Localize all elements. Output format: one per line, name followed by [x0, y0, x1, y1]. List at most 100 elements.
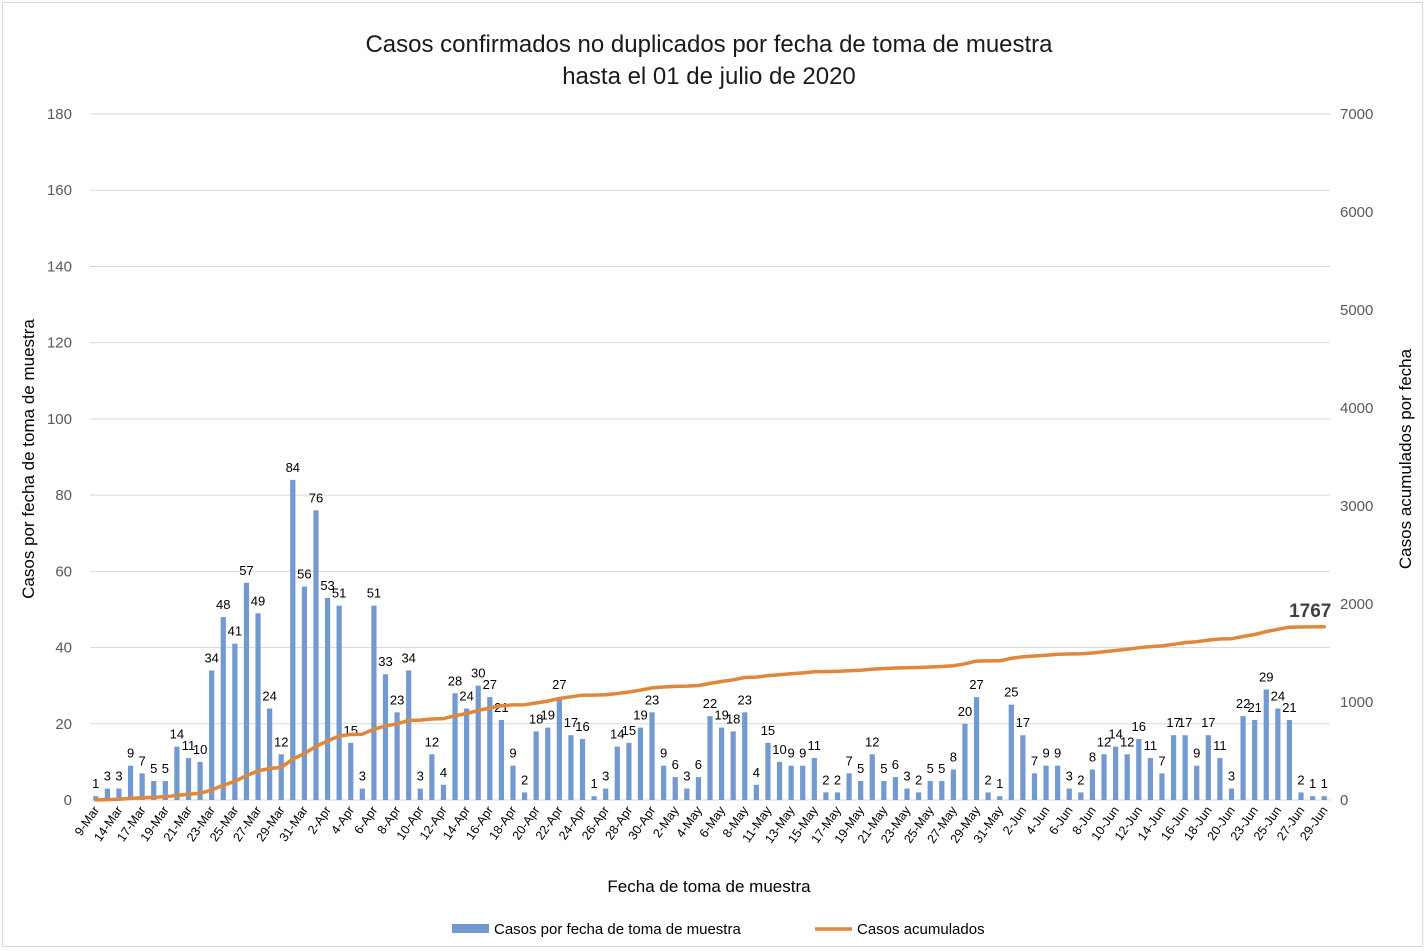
bar-value-label: 19 [714, 708, 728, 723]
y-tick-label: 180 [47, 106, 72, 123]
x-axis-label: Fecha de toma de muestra [607, 877, 811, 896]
bar [174, 746, 180, 800]
bar [243, 582, 250, 800]
bar-value-label: 5 [927, 761, 934, 776]
bar-value-label: 7 [139, 753, 146, 768]
bar [348, 742, 354, 800]
bar-value-label: 9 [660, 746, 667, 761]
bar-value-label: 41 [228, 624, 242, 639]
bar-value-label: 12 [865, 734, 879, 749]
bar-value-label: 2 [1077, 772, 1084, 787]
bar-value-label: 10 [772, 742, 786, 757]
bar [626, 742, 632, 800]
bar [892, 777, 899, 800]
bar-value-label: 57 [239, 563, 253, 578]
y-tick-label: 100 [47, 411, 72, 428]
bar-value-label: 11 [1144, 738, 1158, 753]
bar [776, 761, 783, 800]
bar-value-label: 53 [320, 578, 334, 593]
legend-bar-label: Casos por fecha de toma de muestra [494, 921, 741, 938]
bar [440, 784, 447, 800]
bar [1136, 739, 1142, 800]
bar [93, 796, 99, 800]
bar-value-label: 16 [575, 719, 589, 734]
bar-value-label: 1 [92, 776, 99, 791]
bar-value-label: 6 [892, 757, 899, 772]
bar [429, 754, 435, 800]
bar-value-label: 12 [1097, 734, 1111, 749]
bar [579, 739, 586, 800]
bar-value-label: 4 [440, 765, 447, 780]
bar [417, 788, 423, 800]
bar-value-label: 17 [1201, 715, 1215, 730]
bar-value-label: 6 [672, 757, 679, 772]
bar [162, 780, 168, 800]
bar [290, 479, 296, 800]
bar [278, 754, 284, 800]
bar-value-label: 14 [1108, 727, 1122, 742]
bar-value-label: 56 [297, 567, 311, 582]
bar [997, 796, 1003, 800]
bar [1031, 773, 1038, 800]
bar-value-label: 51 [332, 586, 346, 601]
bar [881, 780, 887, 800]
bar [649, 712, 655, 800]
bar-value-label: 15 [761, 723, 775, 738]
bar-value-label: 1 [996, 776, 1003, 791]
bar-value-label: 28 [448, 673, 462, 688]
bar-value-label: 48 [216, 597, 230, 612]
bar-value-label: 3 [417, 769, 424, 784]
bar [985, 792, 991, 800]
bar [1240, 716, 1246, 800]
bar [185, 758, 192, 800]
bar-value-label: 5 [938, 761, 945, 776]
bar [568, 735, 574, 800]
bar [382, 674, 389, 800]
bar [521, 792, 528, 800]
bar [730, 731, 736, 800]
bar [324, 598, 331, 800]
bar [950, 769, 956, 800]
bar-value-label: 7 [1158, 753, 1165, 768]
bar [672, 777, 678, 800]
bar [718, 727, 725, 800]
x-axis-ticks: 9-Mar14-Mar17-Mar19-Mar21-Mar23-Mar25-Ma… [72, 803, 1331, 846]
bar-value-label: 3 [1228, 769, 1235, 784]
bar [695, 777, 702, 800]
y-axis-ticks: 0 20 40 60 80 100 120 140 160 180 [47, 106, 72, 809]
bar [1147, 758, 1153, 800]
bar-value-label: 5 [880, 761, 887, 776]
bar-value-label: 30 [471, 666, 485, 681]
bar [1275, 708, 1281, 800]
bar [371, 605, 377, 800]
bar-value-label: 19 [541, 708, 555, 723]
bar [823, 792, 829, 800]
bar-value-label: 7 [845, 753, 852, 768]
legend-line-label: Casos acumulados [857, 921, 985, 938]
bar-value-label: 76 [309, 490, 323, 505]
y2-tick-label: 0 [1340, 792, 1348, 809]
bar [1055, 765, 1061, 800]
y-tick-label: 20 [55, 716, 72, 733]
bar-value-label: 17 [1178, 715, 1192, 730]
bar-value-label: 11 [808, 738, 822, 753]
bar-value-label: 2 [822, 772, 829, 787]
bar-value-label: 11 [1213, 738, 1227, 753]
bar-value-label: 17 [1016, 715, 1030, 730]
bar-value-label: 8 [950, 750, 957, 765]
y-tick-label: 120 [47, 335, 72, 352]
bar [104, 788, 110, 800]
bar-value-label: 84 [286, 460, 300, 475]
x-tick-label: 4-Jun [1023, 804, 1052, 838]
bar-value-label: 17 [564, 715, 578, 730]
bar [1286, 719, 1293, 800]
bar-value-label: 19 [633, 708, 647, 723]
bar [742, 712, 748, 800]
bar [1043, 765, 1049, 800]
bar-value-label: 12 [1120, 734, 1134, 749]
bar-value-label: 9 [1193, 746, 1200, 761]
bar [220, 617, 226, 800]
bar-value-label: 2 [834, 772, 841, 787]
bar [765, 742, 771, 800]
